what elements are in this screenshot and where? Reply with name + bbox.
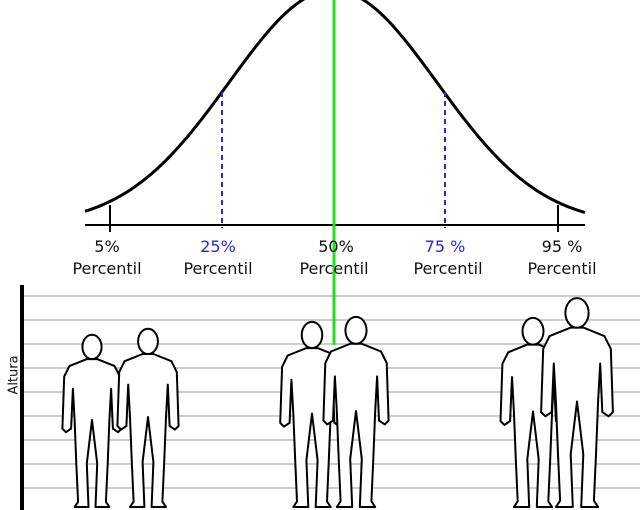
person (61, 333, 123, 508)
percentil-label: Percentil (72, 259, 141, 278)
percentil-label: Percentil (183, 259, 252, 278)
person-head (521, 316, 545, 346)
person-body (540, 326, 614, 508)
percent-label: 75 % (425, 237, 466, 256)
percentil-label: Percentil (413, 259, 482, 278)
bell-curve (84, 0, 586, 214)
person-head (137, 327, 159, 355)
axis-label: Altura (7, 355, 22, 394)
percent-label: 5% (94, 237, 119, 256)
person-body (116, 353, 180, 508)
person-body (322, 342, 390, 508)
percentile-labels: 5% Percentil 25% Percentil 50% Percentil… (72, 237, 596, 278)
people (61, 297, 614, 508)
person-head (564, 297, 590, 329)
person-head (81, 333, 103, 361)
person (540, 297, 614, 508)
percent-label: 25% (200, 237, 236, 256)
percent-label: 95 % (542, 237, 583, 256)
person (116, 327, 180, 508)
person-head (344, 315, 368, 345)
person-head (300, 320, 324, 350)
percent-label: 50% (318, 237, 354, 256)
person-body (61, 358, 123, 508)
person (322, 315, 390, 508)
percentil-label: Percentil (299, 259, 368, 278)
percentil-label: Percentil (527, 259, 596, 278)
